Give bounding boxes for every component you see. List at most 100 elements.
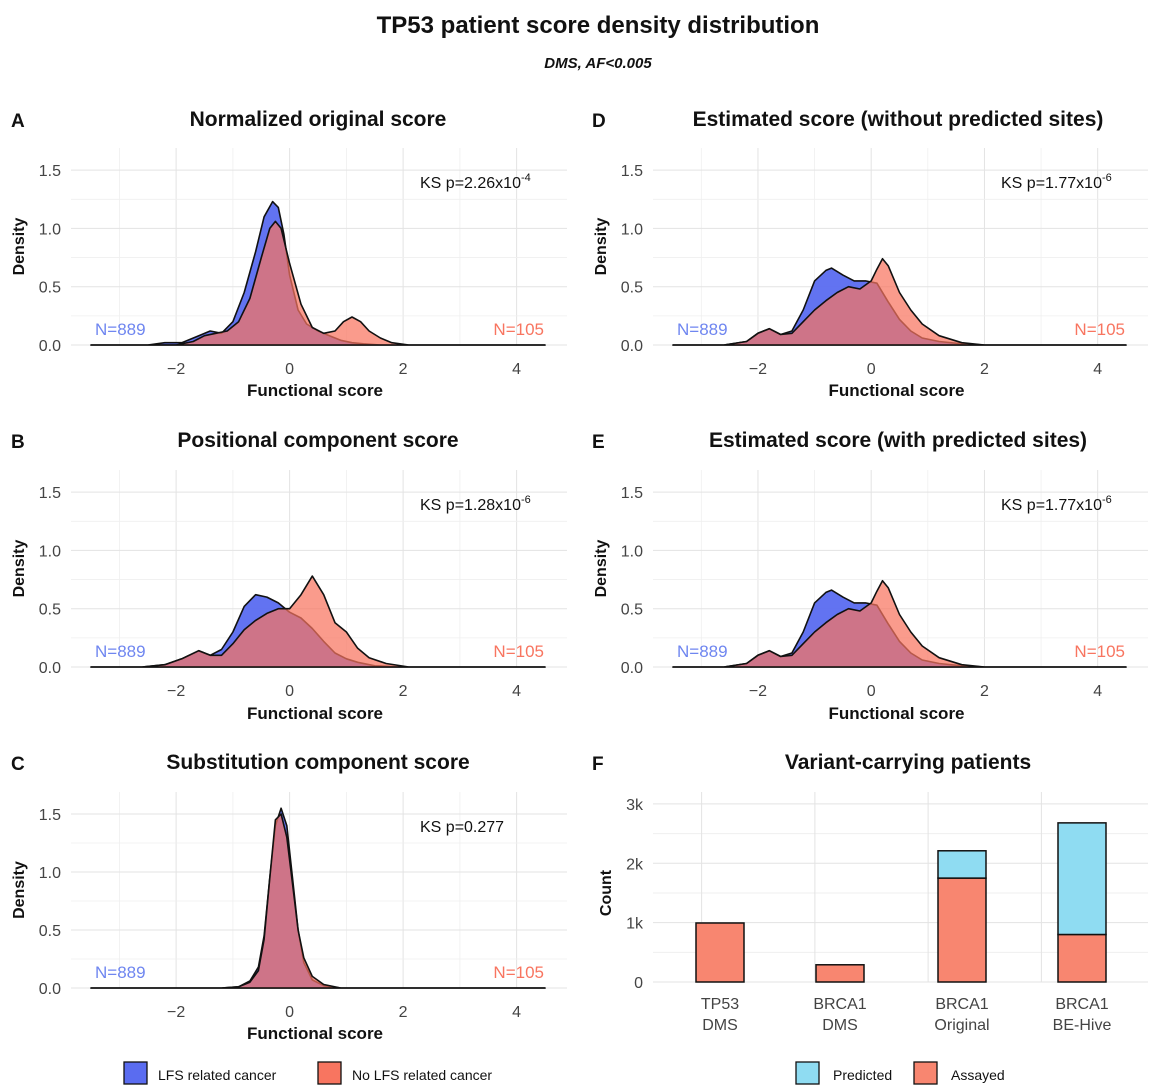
density-no-lfs (672, 257, 1127, 346)
panel-letter: A (11, 111, 25, 132)
n-lfs-label: N=889 (677, 320, 728, 339)
legend-label-no-lfs: No LFS related cancer (352, 1067, 492, 1083)
y-tick-label: 2k (626, 856, 644, 873)
y-tick-label: 1.5 (621, 485, 643, 502)
y-tick-label: 0 (634, 975, 643, 992)
x-axis-label: Functional score (247, 1024, 383, 1043)
x-tick-label: 0 (867, 361, 876, 378)
x-tick-label: −2 (167, 683, 185, 700)
x-tick-label: DMS (822, 1017, 858, 1034)
panel-c: C Substitution component score Density −2 0 2… (11, 751, 567, 1043)
ks-annotation: KS p=1.77x10-6 (1001, 494, 1112, 514)
panel-title: Substitution component score (166, 751, 469, 774)
panel-letter: D (592, 111, 606, 132)
y-axis-label: Density (593, 540, 610, 598)
y-tick-label: 3k (626, 797, 644, 814)
panel-b: B Positional component score Density −2 0 2 4 0… (11, 429, 567, 723)
y-axis-label: Count (598, 869, 615, 916)
y-tick-label: 0.5 (621, 602, 643, 619)
panel-e: E Estimated score (with predicted sites) D… (592, 429, 1148, 723)
n-lfs-label: N=889 (95, 963, 146, 982)
x-tick-label: −2 (749, 361, 767, 378)
y-tick-label: 0.5 (621, 280, 643, 297)
y-tick-label: 1.5 (621, 163, 643, 180)
legend-swatch-lfs (123, 1061, 148, 1085)
panel-letter: B (11, 432, 25, 453)
y-tick-label: 0.5 (39, 923, 61, 940)
density-no-lfs (90, 813, 546, 989)
x-tick-label: 0 (285, 1004, 294, 1021)
ks-annotation: KS p=2.26x10-4 (420, 172, 531, 192)
y-axis-label: Density (11, 861, 28, 919)
x-tick-label: −2 (167, 1004, 185, 1021)
panel-d: D Estimated score (without predicted site… (592, 108, 1148, 400)
bar-assayed (695, 922, 745, 983)
y-axis-label: Density (11, 540, 28, 598)
x-axis-label: Functional score (828, 381, 964, 400)
ks-annotation: KS p=0.277 (420, 819, 504, 836)
x-tick-label: 2 (399, 361, 408, 378)
figure-title: TP53 patient score density distribution (377, 12, 820, 39)
y-tick-label: 0.5 (39, 280, 61, 297)
legend-label-assayed: Assayed (951, 1067, 1005, 1083)
y-axis-label: Density (593, 218, 610, 276)
x-tick-label: TP53 (701, 996, 739, 1013)
n-no-lfs-label: N=105 (493, 642, 544, 661)
panels-group: A Normalized original score Density −2 0 2 4 0.… (11, 108, 1148, 1043)
x-tick-label: 2 (399, 1004, 408, 1021)
panel-title: Positional component score (177, 429, 458, 452)
x-tick-label: BRCA1 (935, 996, 988, 1013)
x-axis-label: Functional score (247, 704, 383, 723)
n-lfs-label: N=889 (95, 642, 146, 661)
x-tick-label: Original (934, 1017, 989, 1034)
bar-assayed (937, 877, 987, 983)
n-no-lfs-label: N=105 (1074, 642, 1125, 661)
density-no-lfs (90, 575, 546, 668)
x-tick-label: 4 (512, 361, 521, 378)
y-tick-label: 1.0 (621, 543, 643, 560)
panel-f: F Variant-carrying patients Count 0 1k 2k 3k TP… (592, 751, 1148, 1034)
x-tick-label: DMS (702, 1017, 738, 1034)
panel-letter: F (592, 754, 604, 775)
y-axis-label: Density (11, 218, 28, 276)
y-tick-label: 0.0 (39, 660, 61, 677)
y-tick-label: 1.5 (39, 163, 61, 180)
panel-letter: E (592, 432, 605, 453)
y-tick-label: 1.0 (39, 865, 61, 882)
y-tick-label: 0.0 (621, 660, 643, 677)
n-lfs-label: N=889 (677, 642, 728, 661)
bar-assayed (815, 964, 865, 983)
x-tick-label: 4 (1093, 361, 1102, 378)
x-tick-label: 0 (285, 361, 294, 378)
x-tick-label: 0 (285, 683, 294, 700)
panel-title: Variant-carrying patients (785, 751, 1031, 774)
density-legend: LFS related cancer No LFS related cancer (123, 1061, 492, 1085)
n-no-lfs-label: N=105 (493, 320, 544, 339)
y-tick-label: 0.0 (39, 338, 61, 355)
y-tick-label: 1k (626, 916, 644, 933)
x-tick-label: 0 (867, 683, 876, 700)
x-tick-label: −2 (749, 683, 767, 700)
legend-swatch-no-lfs (317, 1061, 342, 1085)
x-tick-label: 2 (980, 361, 989, 378)
density-no-lfs (672, 579, 1127, 668)
panel-letter: C (11, 754, 25, 775)
x-tick-label: 2 (980, 683, 989, 700)
n-no-lfs-label: N=105 (1074, 320, 1125, 339)
y-tick-label: 1.0 (39, 543, 61, 560)
y-tick-label: 1.5 (39, 485, 61, 502)
x-tick-label: 2 (399, 683, 408, 700)
panel-title: Estimated score (with predicted sites) (709, 429, 1087, 452)
bar-predicted (1057, 822, 1107, 936)
ks-annotation: KS p=1.28x10-6 (420, 494, 531, 514)
panel-a: A Normalized original score Density −2 0 2 4 0.… (11, 108, 567, 400)
density-no-lfs (90, 220, 546, 346)
x-tick-label: −2 (167, 361, 185, 378)
panel-title: Normalized original score (190, 108, 447, 131)
x-axis-label: Functional score (247, 381, 383, 400)
y-tick-label: 0.0 (39, 981, 61, 998)
legend-label-predicted: Predicted (833, 1067, 892, 1083)
x-tick-label: BE-Hive (1053, 1017, 1112, 1034)
legend-swatch-assayed (913, 1061, 938, 1085)
